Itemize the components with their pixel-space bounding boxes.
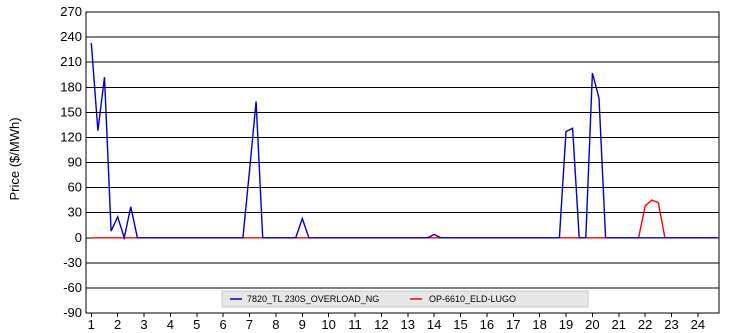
- y-tick-label--30: -30: [63, 255, 82, 270]
- series-line-2: [91, 199, 718, 239]
- x-tick-label-6: 6: [220, 317, 227, 332]
- x-tick-label-11: 11: [348, 317, 362, 332]
- x-tick-label-24: 24: [691, 317, 705, 332]
- x-tick-label-3: 3: [140, 317, 147, 332]
- x-tick-label-7: 7: [246, 317, 253, 332]
- x-axis-ticks: 1 2 3 4 5 6 7 8 9 10 11 12 13 14 15 16 17 18 19 20 21 22 23 24: [88, 313, 705, 332]
- x-tick-label-21: 21: [612, 317, 626, 332]
- y-tick-label-180: 180: [60, 79, 82, 94]
- x-tick-label-22: 22: [638, 317, 652, 332]
- y-tick-label--90: -90: [63, 305, 82, 320]
- x-tick-label-16: 16: [480, 317, 494, 332]
- y-tick-label-90: 90: [68, 155, 82, 170]
- y-tick-label-240: 240: [60, 29, 82, 44]
- x-tick-label-19: 19: [559, 317, 573, 332]
- x-tick-label-8: 8: [272, 317, 279, 332]
- y-tick-label-210: 210: [60, 54, 82, 69]
- x-tick-label-10: 10: [321, 317, 335, 332]
- x-tick-label-20: 20: [585, 317, 599, 332]
- series-lines: [90, 42, 718, 241]
- x-tick-label-4: 4: [167, 317, 174, 332]
- y-tick-label-0: 0: [75, 230, 82, 245]
- y-tick-label-270: 270: [60, 4, 82, 19]
- y-axis-ticks: 270 240 210 180 150 120 90 60 30 0 -30 -60 -90: [60, 4, 82, 320]
- y-tick-label-150: 150: [60, 104, 82, 119]
- legend-box: [221, 290, 589, 308]
- plot-border: [85, 11, 720, 314]
- x-tick-label-2: 2: [114, 317, 121, 332]
- series-line-1: [90, 42, 718, 241]
- x-tick-label-5: 5: [193, 317, 200, 332]
- grid-lines: [86, 11, 719, 314]
- x-tick-label-13: 13: [401, 317, 415, 332]
- x-tick-label-17: 17: [506, 317, 520, 332]
- y-tick-label-30: 30: [68, 205, 82, 220]
- plot-frame: [85, 11, 720, 314]
- y-tick-label-60: 60: [68, 180, 82, 195]
- x-tick-label-15: 15: [453, 317, 467, 332]
- x-tick-label-14: 14: [427, 317, 441, 332]
- y-axis-label: Price ($/MWh): [7, 117, 22, 200]
- legend-label-series-2: OP-6610_ELD-LUGO: [429, 294, 516, 304]
- legend: 7820_TL 230S_OVERLOAD_NG OP-6610_ELD-LUG…: [221, 290, 589, 308]
- x-tick-label-18: 18: [532, 317, 546, 332]
- y-tick-label--60: -60: [63, 280, 82, 295]
- legend-label-series-1: 7820_TL 230S_OVERLOAD_NG: [247, 294, 379, 304]
- x-tick-label-9: 9: [299, 317, 306, 332]
- y-tick-label-120: 120: [60, 129, 82, 144]
- x-tick-label-1: 1: [88, 317, 95, 332]
- x-tick-label-12: 12: [374, 317, 388, 332]
- x-tick-label-23: 23: [664, 317, 678, 332]
